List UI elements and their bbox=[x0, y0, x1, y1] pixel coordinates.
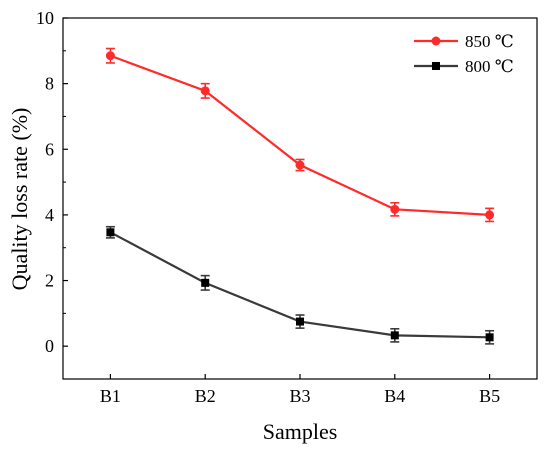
legend-marker bbox=[431, 36, 441, 46]
x-axis-title: Samples bbox=[263, 419, 338, 444]
legend-marker bbox=[432, 62, 440, 70]
x-axis: B1 B2 B3 B4 B5 bbox=[100, 374, 500, 406]
y-tick-label: 0 bbox=[45, 336, 54, 356]
x-tick-label: B2 bbox=[195, 386, 216, 406]
y-tick-label: 10 bbox=[36, 8, 54, 28]
data-point bbox=[390, 331, 399, 340]
data-point bbox=[106, 228, 115, 237]
series-layer bbox=[105, 47, 495, 345]
data-point bbox=[201, 278, 210, 287]
legend-label: 800 ℃ bbox=[465, 57, 514, 76]
x-tick-label: B4 bbox=[384, 386, 405, 406]
data-point bbox=[390, 204, 400, 214]
y-tick-label: 4 bbox=[45, 205, 54, 225]
data-point bbox=[200, 86, 210, 96]
data-point bbox=[485, 333, 494, 342]
legend-label: 850 ℃ bbox=[465, 32, 514, 51]
y-axis-title: Quality loss rate (%) bbox=[7, 108, 32, 291]
y-tick-label: 2 bbox=[45, 271, 54, 291]
data-point bbox=[105, 51, 115, 61]
x-tick-label: B1 bbox=[100, 386, 121, 406]
data-point bbox=[296, 317, 304, 326]
y-axis: 0 2 4 6 8 10 bbox=[36, 8, 68, 380]
y-tick-label: 8 bbox=[45, 74, 54, 94]
data-point bbox=[295, 160, 305, 170]
legend: 850 ℃ 800 ℃ bbox=[414, 32, 514, 76]
series-line bbox=[110, 54, 490, 217]
series-2 bbox=[105, 225, 495, 345]
series-1 bbox=[105, 47, 495, 223]
data-point bbox=[485, 210, 495, 220]
x-tick-label: B3 bbox=[289, 386, 310, 406]
y-tick-label: 6 bbox=[45, 139, 54, 159]
x-tick-label: B5 bbox=[479, 386, 500, 406]
